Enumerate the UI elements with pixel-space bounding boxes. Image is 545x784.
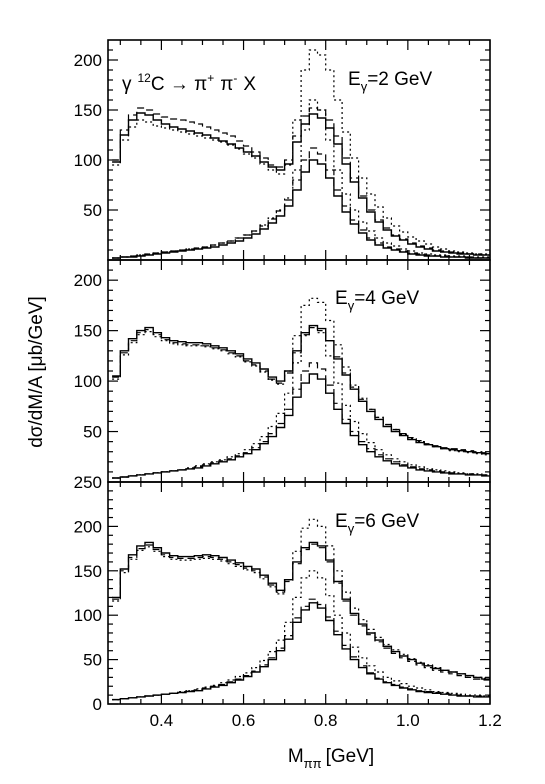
y-tick-label-0-2: 150 bbox=[74, 101, 102, 120]
reaction-label: γ 12C → π+ π- X bbox=[122, 71, 256, 95]
plot-frame-1 bbox=[107, 259, 491, 483]
y-tick-label-2-3: 150 bbox=[74, 562, 102, 581]
y-axis-title: dσ/dM/A [μb/GeV] bbox=[26, 296, 47, 448]
y-tick-label-0-3: 200 bbox=[74, 51, 102, 70]
plot-frame-2 bbox=[107, 481, 491, 705]
y-tick-label-0-0: 50 bbox=[83, 201, 102, 220]
series-dashed-0-4 bbox=[112, 147, 490, 259]
series-dotted-1-2 bbox=[112, 297, 490, 456]
panel-label-6gev: Eγ=6 GeV bbox=[335, 511, 419, 536]
y-tick-label-2-4: 200 bbox=[74, 517, 102, 536]
x-axis-title: Mππ [GeV] bbox=[288, 746, 374, 771]
x-tick-label-0: 0.4 bbox=[150, 711, 174, 730]
panel-egamma-4: 50 100 150 200 bbox=[74, 259, 491, 483]
y-tick-label-0-1: 100 bbox=[74, 151, 102, 170]
series-dotted-2-2 bbox=[112, 518, 490, 679]
series-dotted-0-2 bbox=[112, 49, 490, 255]
series-dashed-2-1 bbox=[112, 543, 490, 681]
y-tick-label-2-5: 250 bbox=[74, 473, 102, 492]
panel-egamma-6: 0 50 100 150 200 250 0.4 0.6 0.8 1.0 1.2 bbox=[74, 473, 502, 730]
y-tick-label-2-1: 50 bbox=[83, 651, 102, 670]
y-tick-label-1-1: 100 bbox=[74, 372, 102, 391]
x-tick-label-2: 0.8 bbox=[314, 711, 338, 730]
y-tick-label-1-0: 50 bbox=[83, 423, 102, 442]
y-tick-label-2-2: 100 bbox=[74, 606, 102, 625]
plot-frame-0 bbox=[107, 39, 491, 261]
series-dotted-2-5 bbox=[112, 570, 490, 701]
y-tick-label-2-0: 0 bbox=[93, 695, 102, 714]
series-solid-0-3 bbox=[112, 159, 490, 259]
x-tick-label-3: 1.0 bbox=[396, 711, 420, 730]
series-solid-0-0 bbox=[112, 112, 490, 256]
series-dotted-1-5 bbox=[112, 325, 490, 479]
x-tick-label-4: 1.2 bbox=[478, 711, 502, 730]
panel-label-2gev: Eγ=2 GeV bbox=[348, 69, 432, 94]
y-tick-label-1-3: 200 bbox=[74, 271, 102, 290]
y-tick-label-1-2: 150 bbox=[74, 322, 102, 341]
series-dashed-1-4 bbox=[112, 362, 490, 479]
panel-label-4gev: Eγ=4 GeV bbox=[335, 288, 419, 313]
series-dashed-1-1 bbox=[112, 327, 490, 454]
x-tick-label-1: 0.6 bbox=[232, 711, 256, 730]
